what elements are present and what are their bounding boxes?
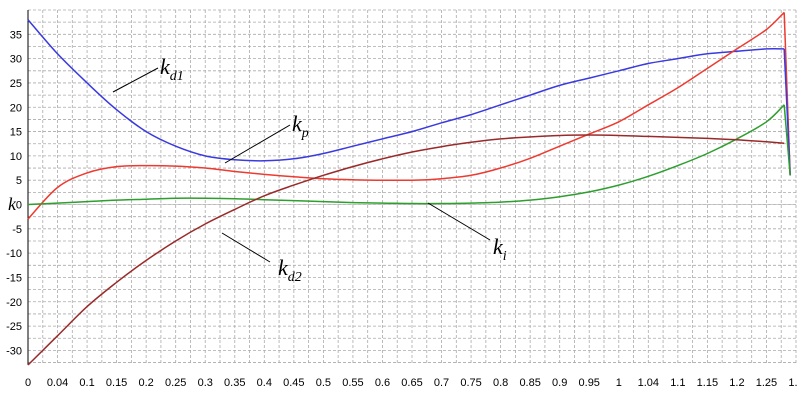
- grid: [27, 9, 797, 365]
- x-tick-label: 0.75: [460, 377, 481, 389]
- x-tick-label: 1.1: [670, 377, 685, 389]
- y-tick-label: -5: [12, 224, 22, 236]
- annotation-kp: kp: [292, 111, 309, 141]
- x-tick-label: 0.5: [316, 377, 331, 389]
- x-tick-label: 0.55: [342, 377, 363, 389]
- x-tick-label: 0.04: [47, 377, 68, 389]
- annotation-subscript: i: [503, 249, 507, 264]
- y-tick-label: 15: [10, 127, 22, 139]
- annotation-main: k: [292, 111, 303, 136]
- y-axis-label: k: [8, 194, 17, 214]
- annotation-main: k: [278, 255, 289, 280]
- x-tick-label: 0.3: [198, 377, 213, 389]
- annotation-leader: [427, 202, 491, 241]
- series-line-kd1: [27, 19, 785, 162]
- x-tick-label: 0.4: [257, 377, 272, 389]
- x-tick-label: 1.2: [729, 377, 744, 389]
- series-line-kp: [27, 11, 785, 220]
- y-tick-label: -25: [6, 321, 22, 333]
- annotation-leader: [224, 124, 291, 164]
- y-tick-label: 30: [10, 54, 22, 66]
- y-tick-label: 10: [10, 151, 22, 163]
- annotation-leaders: [112, 67, 491, 263]
- series-edge-kd1: [783, 48, 791, 176]
- y-tick-label: -20: [6, 297, 22, 309]
- annotation-subscript: p: [301, 126, 309, 141]
- x-tick-label: 0.45: [283, 377, 304, 389]
- y-tick-label: 0: [16, 200, 22, 212]
- annotation-leader: [221, 232, 271, 263]
- x-tick-label: 0.25: [165, 377, 186, 389]
- x-tick-label: 0.6: [375, 377, 390, 389]
- x-tick-label: 1.25: [756, 377, 777, 389]
- x-tick-label: 1.04: [638, 377, 659, 389]
- series-line-ki: [27, 104, 785, 206]
- annotation-kd2: kd2: [278, 255, 302, 285]
- x-tick-label: 1.15: [697, 377, 718, 389]
- series-edge-ki: [783, 104, 791, 176]
- y-tick-label: -10: [6, 248, 22, 260]
- annotation-subscript: d1: [170, 69, 184, 84]
- x-tick-labels: 0 0.04 0.1 0.15 0.2 0.25 0.3 0.35 0.4 0.45 0.5 0.55…: [25, 377, 797, 389]
- x-tick-label: 1: [616, 377, 622, 389]
- y-tick-label: -15: [6, 272, 22, 284]
- series-lines: [27, 11, 791, 366]
- x-tick-label: 0.8: [493, 377, 508, 389]
- x-tick-label: 0.1: [79, 377, 94, 389]
- annotation-kd1: kd1: [160, 54, 184, 84]
- annotation-subscript: d2: [288, 270, 302, 285]
- y-tick-labels: -30 -25 -20 -15 -10 -5 0 5 10 15 20 25 30 35: [6, 29, 22, 357]
- x-tick-label: 0.9: [552, 377, 567, 389]
- annotation-main: k: [493, 234, 504, 259]
- x-tick-label: 0.95: [579, 377, 600, 389]
- x-tick-label: 0.35: [224, 377, 245, 389]
- y-tick-label: 25: [10, 78, 22, 90]
- y-tick-label: 20: [10, 102, 22, 114]
- y-tick-label: -30: [6, 345, 22, 357]
- x-tick-label: 0.85: [519, 377, 540, 389]
- x-tick-label: 0.65: [401, 377, 422, 389]
- annotation-leader: [112, 67, 159, 93]
- x-tick-label: 0.7: [434, 377, 449, 389]
- annotation-ki: ki: [493, 234, 507, 264]
- x-tick-label: 1.3: [788, 377, 797, 389]
- series-line-kd2: [27, 134, 785, 366]
- annotation-main: k: [160, 54, 171, 79]
- x-tick-label: 0.2: [139, 377, 154, 389]
- y-tick-label: 35: [10, 29, 22, 41]
- x-tick-label: 0: [25, 377, 31, 389]
- y-tick-label: 5: [16, 175, 22, 187]
- x-tick-label: 0.15: [106, 377, 127, 389]
